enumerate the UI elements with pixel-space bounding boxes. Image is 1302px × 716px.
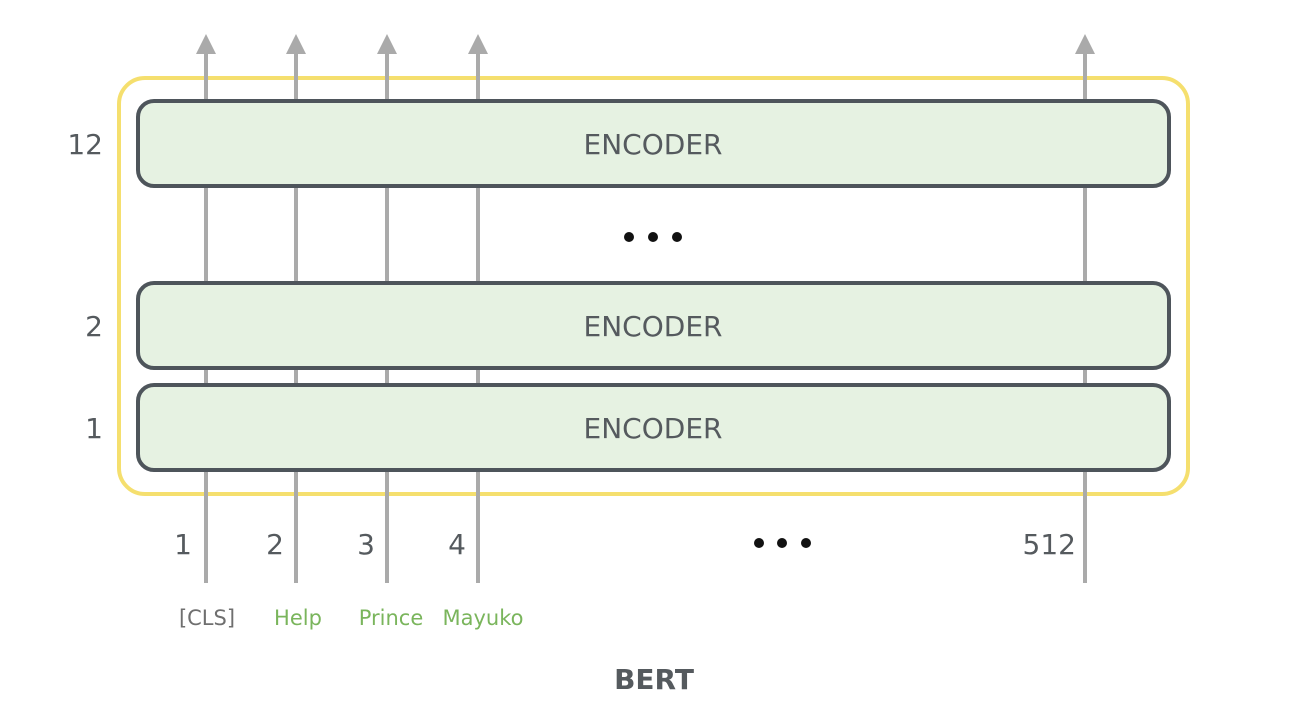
bert-frame	[117, 76, 1190, 496]
encoder-label: ENCODER	[584, 412, 723, 445]
layer-number-12: 12	[67, 128, 103, 161]
position-index-4: 4	[448, 528, 466, 561]
position-index-2: 2	[266, 528, 284, 561]
layer-ellipsis	[624, 232, 682, 242]
token-help: Help	[274, 606, 322, 630]
position-index-3: 3	[357, 528, 375, 561]
layer-number-2: 2	[85, 310, 103, 343]
encoder-label: ENCODER	[584, 128, 723, 161]
position-index-1: 1	[174, 528, 192, 561]
token-cls: [CLS]	[179, 606, 235, 630]
diagram-title: BERT	[614, 663, 694, 696]
position-index-512: 512	[1023, 528, 1076, 561]
token-mayuko: Mayuko	[443, 606, 524, 630]
encoder-layer-12: ENCODER	[136, 99, 1171, 188]
encoder-layer-2: ENCODER	[136, 281, 1171, 370]
encoder-box	[136, 281, 1171, 370]
token-prince: Prince	[359, 606, 424, 630]
position-ellipsis	[754, 538, 811, 548]
encoder-box	[136, 383, 1171, 472]
encoder-layer-1: ENCODER	[136, 383, 1171, 472]
encoder-box	[136, 99, 1171, 188]
encoder-label: ENCODER	[584, 310, 723, 343]
layer-number-1: 1	[85, 412, 103, 445]
